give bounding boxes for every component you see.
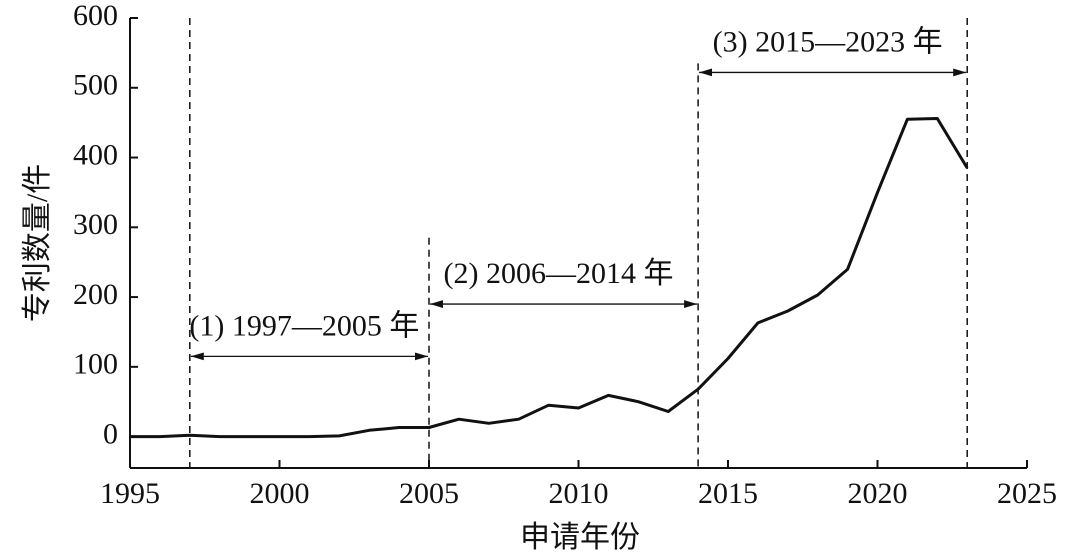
x-tick-label: 1995	[100, 477, 160, 510]
y-tick-label: 200	[73, 278, 118, 311]
y-tick-label: 0	[103, 417, 118, 450]
x-tick-label: 2005	[399, 477, 459, 510]
y-tick-label: 500	[73, 69, 118, 102]
x-tick-label: 2020	[848, 477, 908, 510]
period-label: (3) 2015—2023 年	[713, 25, 943, 58]
y-tick-label: 400	[73, 138, 118, 171]
period-label: (1) 1997—2005 年	[189, 309, 419, 342]
y-tick-label: 300	[73, 208, 118, 241]
period-label: (2) 2006—2014 年	[444, 257, 674, 290]
y-axis-label: 专利数量/件	[21, 164, 54, 322]
y-tick-label: 100	[73, 348, 118, 381]
x-axis-label: 申请年份	[520, 521, 640, 554]
data-line	[130, 117, 969, 439]
x-tick-label: 2015	[698, 477, 758, 510]
x-tick-label: 2000	[250, 477, 310, 510]
y-tick-label: 600	[73, 0, 118, 32]
x-tick-label: 2025	[997, 477, 1057, 510]
x-tick-label: 2010	[549, 477, 609, 510]
